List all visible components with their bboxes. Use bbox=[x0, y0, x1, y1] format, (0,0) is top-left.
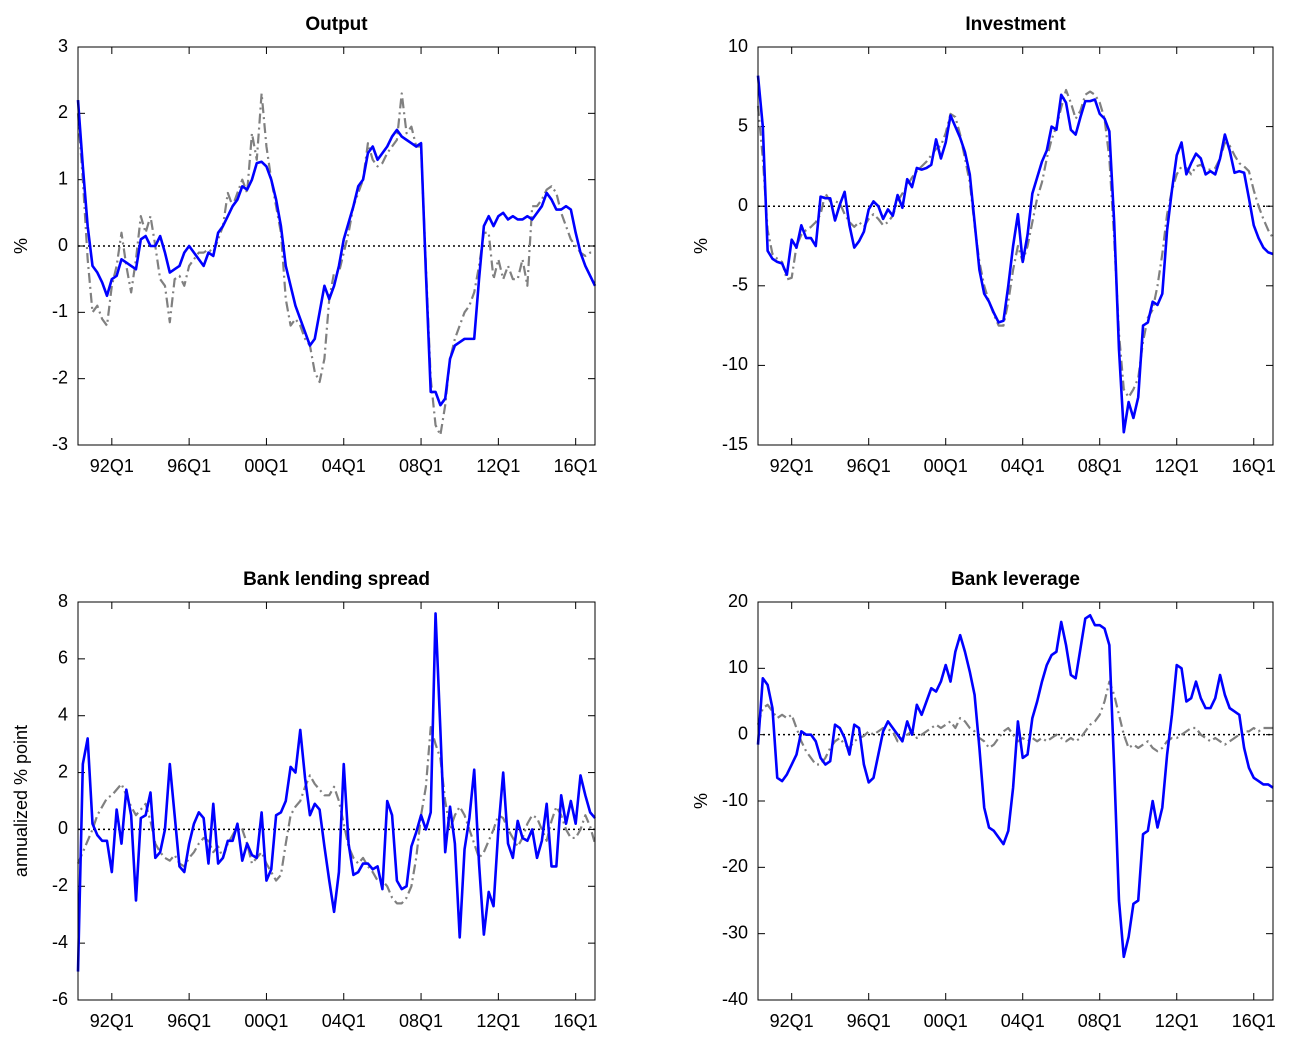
x-tick-label: 08Q1 bbox=[399, 456, 443, 476]
series-line bbox=[756, 680, 1273, 766]
y-tick-label: 5 bbox=[738, 115, 748, 135]
y-tick-label: -6 bbox=[52, 989, 68, 1009]
x-tick-label: 08Q1 bbox=[1078, 1011, 1122, 1031]
x-tick-label: 92Q1 bbox=[90, 1011, 134, 1031]
panel: -6 -4 -2 0 2 4 6 8 92Q1 96Q1 00Q1 04Q1 08Q1 12Q1 16Q1 B… bbox=[11, 569, 598, 1031]
y-tick-label: 4 bbox=[58, 704, 68, 724]
y-tick-label: 1 bbox=[58, 168, 68, 188]
y-tick-label: 0 bbox=[58, 235, 68, 255]
y-tick-label: 0 bbox=[738, 195, 748, 215]
y-tick-label: -1 bbox=[52, 301, 68, 321]
x-tick-label: 08Q1 bbox=[399, 1011, 443, 1031]
x-tick-label: 96Q1 bbox=[167, 1011, 211, 1031]
y-axis-label: % bbox=[11, 238, 31, 254]
y-tick-label: -10 bbox=[722, 354, 748, 374]
y-axis-label: % bbox=[691, 793, 711, 809]
x-tick-label: 04Q1 bbox=[322, 456, 366, 476]
x-tick-label: 16Q1 bbox=[1232, 1011, 1276, 1031]
chart-title: Investment bbox=[965, 14, 1066, 35]
y-tick-label: -30 bbox=[722, 922, 748, 942]
x-tick-label: 12Q1 bbox=[476, 456, 520, 476]
x-tick-label: 00Q1 bbox=[244, 456, 288, 476]
y-tick-label: -4 bbox=[52, 932, 68, 952]
y-tick-label: -20 bbox=[722, 856, 748, 876]
y-tick-label: -15 bbox=[722, 434, 748, 454]
series-line bbox=[76, 725, 597, 905]
y-tick-label: -3 bbox=[52, 434, 68, 454]
y-tick-label: 0 bbox=[738, 723, 748, 743]
y-tick-label: 10 bbox=[728, 657, 748, 677]
y-tick-label: -2 bbox=[52, 367, 68, 387]
series-line bbox=[756, 75, 1274, 434]
panel: -3 -2 -1 0 1 2 3 92Q1 96Q1 00Q1 04Q1 08Q1 12Q1 16Q1 Ou… bbox=[11, 14, 598, 476]
x-tick-label: 96Q1 bbox=[847, 1011, 891, 1031]
x-tick-label: 96Q1 bbox=[167, 456, 211, 476]
panel: -40 -30 -20 -10 0 10 20 92Q1 96Q1 00Q1 04Q1 08Q1 12Q… bbox=[691, 569, 1276, 1031]
x-tick-label: 00Q1 bbox=[924, 1011, 968, 1031]
x-tick-label: 92Q1 bbox=[770, 456, 814, 476]
x-tick-label: 16Q1 bbox=[1232, 456, 1276, 476]
x-tick-label: 08Q1 bbox=[1078, 456, 1122, 476]
x-tick-label: 16Q1 bbox=[554, 456, 598, 476]
y-tick-label: 10 bbox=[728, 36, 748, 56]
y-tick-label: 2 bbox=[58, 761, 68, 781]
x-tick-label: 00Q1 bbox=[924, 456, 968, 476]
x-tick-label: 12Q1 bbox=[1155, 456, 1199, 476]
y-tick-label: 3 bbox=[58, 36, 68, 56]
x-tick-label: 92Q1 bbox=[770, 1011, 814, 1031]
x-tick-label: 00Q1 bbox=[244, 1011, 288, 1031]
x-tick-label: 04Q1 bbox=[1001, 1011, 1045, 1031]
x-tick-label: 04Q1 bbox=[1001, 456, 1045, 476]
y-tick-label: 2 bbox=[58, 102, 68, 122]
series-line bbox=[756, 88, 1274, 399]
chart-title: Bank lending spread bbox=[243, 569, 430, 590]
plot-frame bbox=[757, 601, 1274, 1001]
series-line bbox=[76, 99, 597, 407]
x-tick-label: 96Q1 bbox=[847, 456, 891, 476]
y-tick-label: -2 bbox=[52, 875, 68, 895]
x-tick-label: 04Q1 bbox=[322, 1011, 366, 1031]
plot-frame bbox=[77, 46, 596, 446]
y-tick-label: 6 bbox=[58, 648, 68, 668]
series-line bbox=[76, 92, 595, 437]
y-axis-label: annualized % point bbox=[11, 725, 31, 877]
panel: -15 -10 -5 0 5 10 92Q1 96Q1 00Q1 04Q1 08Q1 12Q1 16Q1… bbox=[691, 14, 1276, 476]
y-tick-label: 8 bbox=[58, 591, 68, 611]
chart-title: Output bbox=[305, 14, 368, 35]
series-line bbox=[756, 613, 1274, 959]
y-tick-label: 20 bbox=[728, 591, 748, 611]
chart-title: Bank leverage bbox=[951, 569, 1080, 590]
y-axis-label: % bbox=[691, 238, 711, 254]
y-tick-label: -5 bbox=[732, 275, 748, 295]
plot-frame bbox=[77, 601, 596, 1001]
x-tick-label: 12Q1 bbox=[476, 1011, 520, 1031]
y-tick-label: 0 bbox=[58, 818, 68, 838]
y-tick-label: -10 bbox=[722, 790, 748, 810]
x-tick-label: 92Q1 bbox=[90, 456, 134, 476]
plot-frame bbox=[757, 46, 1274, 446]
y-tick-label: -40 bbox=[722, 989, 748, 1009]
x-tick-label: 16Q1 bbox=[554, 1011, 598, 1031]
series-line bbox=[76, 612, 596, 972]
x-tick-label: 12Q1 bbox=[1155, 1011, 1199, 1031]
